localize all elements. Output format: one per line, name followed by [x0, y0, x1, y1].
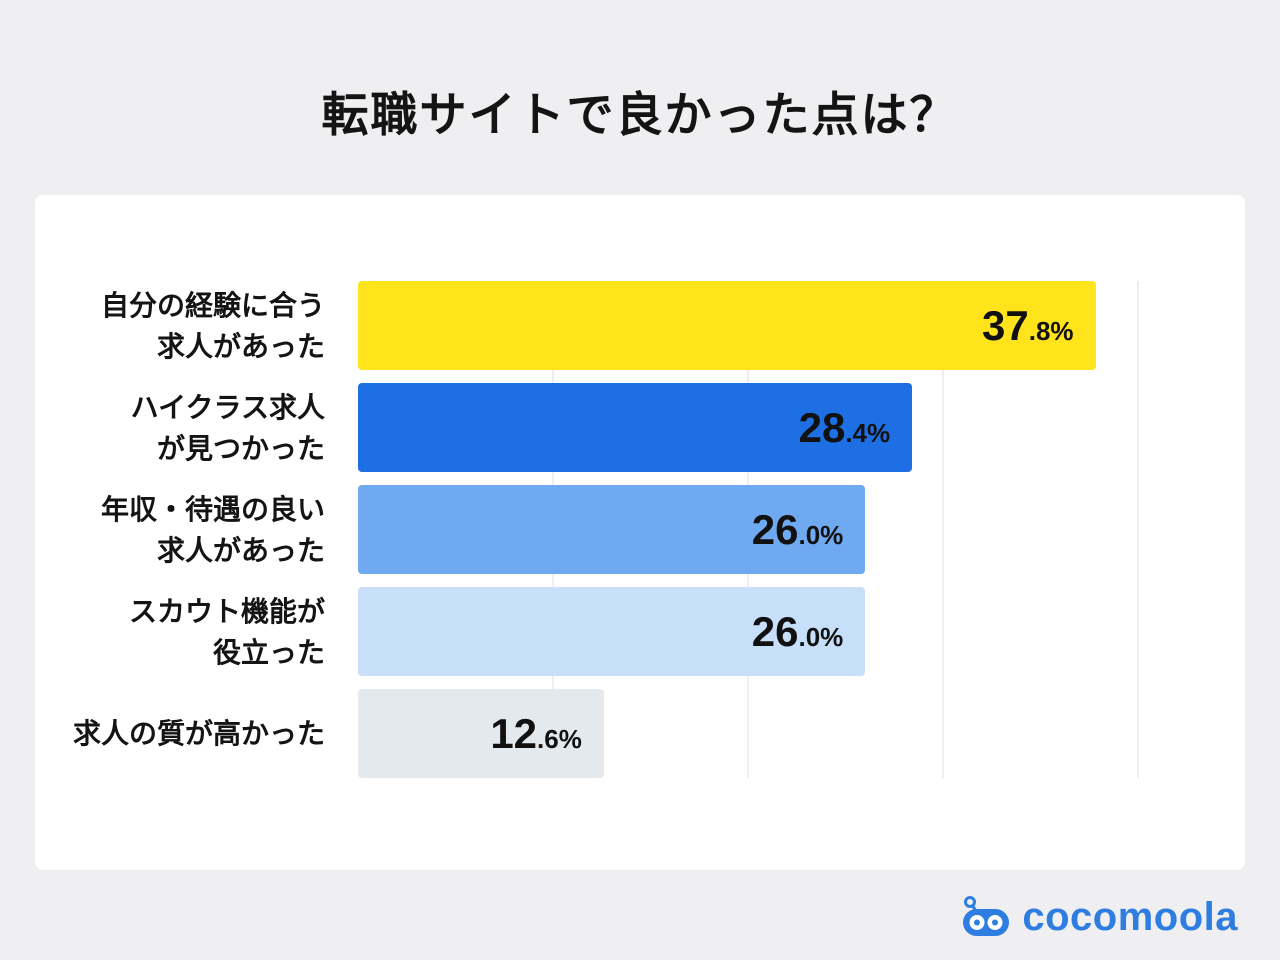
value-frac: .8%	[1028, 315, 1074, 346]
value-int: 28	[798, 403, 846, 451]
bar-track: 37.8%	[358, 281, 1158, 370]
value-frac: .4%	[845, 417, 891, 448]
bar: 28.4%	[358, 383, 913, 472]
category-label: 年収・待遇の良い 求人があった	[35, 489, 358, 571]
category-label-line: 自分の経験に合う	[100, 289, 325, 321]
category-label-line: スカウト機能が	[128, 595, 325, 627]
cocomoola-icon	[960, 894, 1012, 940]
bar: 26.0%	[358, 485, 866, 574]
bar-row: 自分の経験に合う 求人があった 37.8%	[35, 281, 1245, 370]
category-label-line: 年収・待遇の良い	[100, 493, 325, 525]
category-label: 自分の経験に合う 求人があった	[35, 285, 358, 367]
bar: 37.8%	[358, 281, 1096, 370]
bar-chart: 自分の経験に合う 求人があった 37.8% ハイクラス求人 が見つかった 28.…	[35, 281, 1245, 778]
category-label: スカウト機能が 役立った	[35, 591, 358, 673]
brand-name: cocomoola	[1022, 894, 1238, 939]
value-label: 26.0%	[752, 506, 844, 554]
bar-row: ハイクラス求人 が見つかった 28.4%	[35, 383, 1245, 472]
bar-row: スカウト機能が 役立った 26.0%	[35, 587, 1245, 676]
value-label: 26.0%	[752, 608, 844, 656]
category-label-line: ハイクラス求人	[130, 391, 325, 423]
value-label: 12.6%	[490, 710, 582, 758]
bar-track: 26.0%	[358, 485, 1158, 574]
bar: 26.0%	[358, 587, 866, 676]
brand-logo: cocomoola	[960, 894, 1238, 940]
category-label: 求人の質が高かった	[35, 713, 358, 754]
value-label: 37.8%	[982, 302, 1074, 350]
bar-track: 12.6%	[358, 689, 1158, 778]
page-title: 転職サイトで良かった点は？	[321, 88, 959, 141]
value-frac: .0%	[798, 519, 844, 550]
bar-track: 26.0%	[358, 587, 1158, 676]
value-frac: .0%	[798, 621, 844, 652]
value-label: 28.4%	[799, 404, 891, 452]
value-int: 12	[490, 709, 538, 757]
bar: 12.6%	[358, 689, 604, 778]
category-label-line: が見つかった	[156, 432, 325, 464]
category-label-line: 求人があった	[156, 534, 325, 566]
category-label: ハイクラス求人 が見つかった	[35, 387, 358, 469]
category-label-line: 役立った	[212, 636, 325, 668]
value-int: 26	[751, 505, 799, 553]
value-int: 37	[982, 301, 1029, 349]
value-int: 26	[751, 607, 799, 655]
bar-row: 年収・待遇の良い 求人があった 26.0%	[35, 485, 1245, 574]
chart-card: 自分の経験に合う 求人があった 37.8% ハイクラス求人 が見つかった 28.…	[35, 195, 1245, 870]
value-frac: .6%	[537, 723, 582, 754]
category-label-line: 求人の質が高かった	[72, 718, 325, 749]
bar-row: 求人の質が高かった 12.6%	[35, 689, 1245, 778]
bar-track: 28.4%	[358, 383, 1158, 472]
category-label-line: 求人があった	[156, 330, 325, 362]
